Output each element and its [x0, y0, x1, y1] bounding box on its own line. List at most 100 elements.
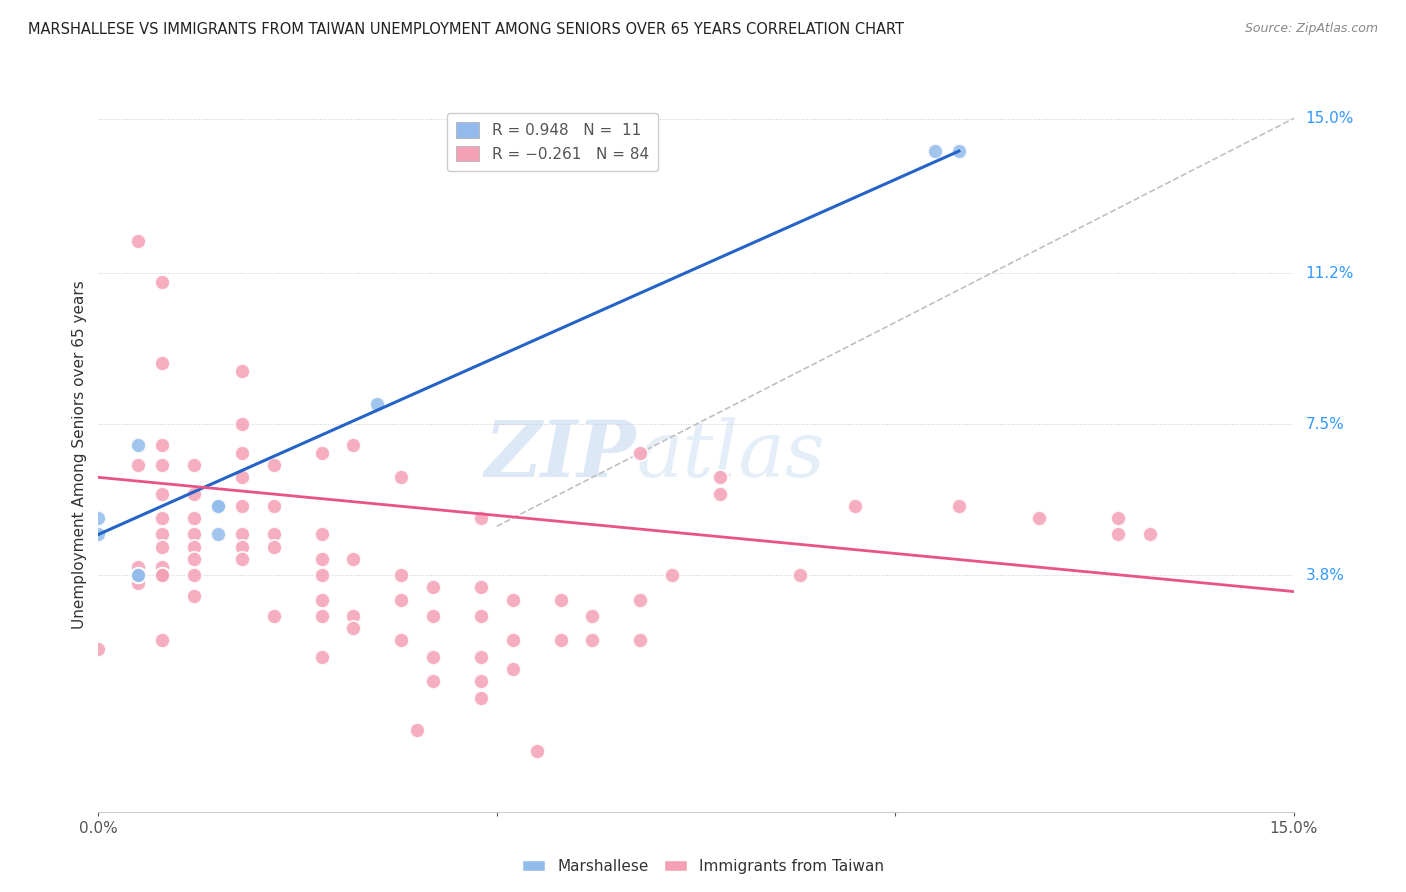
Point [207, 527, 229, 541]
Point [948, 499, 970, 513]
Point [628, 633, 651, 648]
Point [127, 568, 149, 582]
Point [924, 144, 946, 158]
Point [150, 438, 173, 452]
Point [470, 511, 492, 525]
Point [470, 609, 492, 624]
Point [311, 568, 333, 582]
Point [150, 568, 173, 582]
Point [502, 633, 524, 648]
Text: 11.2%: 11.2% [1305, 266, 1354, 281]
Point [127, 438, 149, 452]
Point [422, 674, 444, 689]
Point [389, 633, 412, 648]
Point [231, 552, 253, 566]
Point [311, 609, 333, 624]
Point [150, 560, 173, 574]
Point [1107, 527, 1129, 541]
Point [628, 592, 651, 607]
Y-axis label: Unemployment Among Seniors over 65 years: Unemployment Among Seniors over 65 years [72, 281, 87, 629]
Point [422, 581, 444, 595]
Point [127, 576, 149, 591]
Point [470, 674, 492, 689]
Point [263, 458, 285, 472]
Point [87, 511, 110, 525]
Point [389, 470, 412, 484]
Legend: Marshallese, Immigrants from Taiwan: Marshallese, Immigrants from Taiwan [516, 853, 890, 880]
Point [183, 458, 205, 472]
Point [231, 446, 253, 460]
Point [127, 560, 149, 574]
Point [342, 609, 364, 624]
Point [1107, 511, 1129, 525]
Point [311, 649, 333, 664]
Point [183, 527, 205, 541]
Point [183, 568, 205, 582]
Point [150, 540, 173, 554]
Point [231, 417, 253, 432]
Point [422, 649, 444, 664]
Point [150, 275, 173, 289]
Point [789, 568, 811, 582]
Legend: R = 0.948   N =  11, R = −0.261   N = 84: R = 0.948 N = 11, R = −0.261 N = 84 [447, 113, 658, 171]
Point [311, 552, 333, 566]
Point [406, 723, 429, 738]
Point [1028, 511, 1050, 525]
Point [311, 527, 333, 541]
Point [183, 540, 205, 554]
Point [231, 470, 253, 484]
Point [87, 641, 110, 656]
Point [263, 540, 285, 554]
Point [150, 568, 173, 582]
Point [502, 662, 524, 676]
Point [150, 511, 173, 525]
Point [422, 609, 444, 624]
Point [231, 364, 253, 378]
Point [183, 511, 205, 525]
Point [581, 633, 603, 648]
Point [342, 621, 364, 635]
Point [150, 356, 173, 370]
Text: ZIP: ZIP [485, 417, 636, 493]
Point [207, 499, 229, 513]
Point [231, 527, 253, 541]
Point [311, 446, 333, 460]
Point [207, 499, 229, 513]
Point [366, 397, 388, 411]
Point [231, 540, 253, 554]
Point [502, 592, 524, 607]
Point [150, 458, 173, 472]
Point [709, 486, 731, 500]
Text: Source: ZipAtlas.com: Source: ZipAtlas.com [1244, 22, 1378, 36]
Point [311, 592, 333, 607]
Point [342, 438, 364, 452]
Point [263, 499, 285, 513]
Point [231, 499, 253, 513]
Text: 3.8%: 3.8% [1305, 567, 1344, 582]
Point [263, 609, 285, 624]
Point [581, 609, 603, 624]
Point [183, 486, 205, 500]
Point [389, 568, 412, 582]
Point [127, 234, 149, 248]
Point [183, 589, 205, 603]
Point [470, 690, 492, 705]
Point [470, 581, 492, 595]
Text: atlas: atlas [636, 417, 825, 493]
Text: 7.5%: 7.5% [1305, 417, 1344, 432]
Point [183, 552, 205, 566]
Point [526, 743, 548, 757]
Point [709, 470, 731, 484]
Point [263, 527, 285, 541]
Text: 15.0%: 15.0% [1305, 111, 1354, 126]
Point [127, 568, 149, 582]
Point [1139, 527, 1161, 541]
Point [661, 568, 683, 582]
Point [150, 633, 173, 648]
Point [150, 527, 173, 541]
Point [948, 144, 970, 158]
Point [342, 552, 364, 566]
Point [127, 458, 149, 472]
Point [470, 649, 492, 664]
Point [628, 446, 651, 460]
